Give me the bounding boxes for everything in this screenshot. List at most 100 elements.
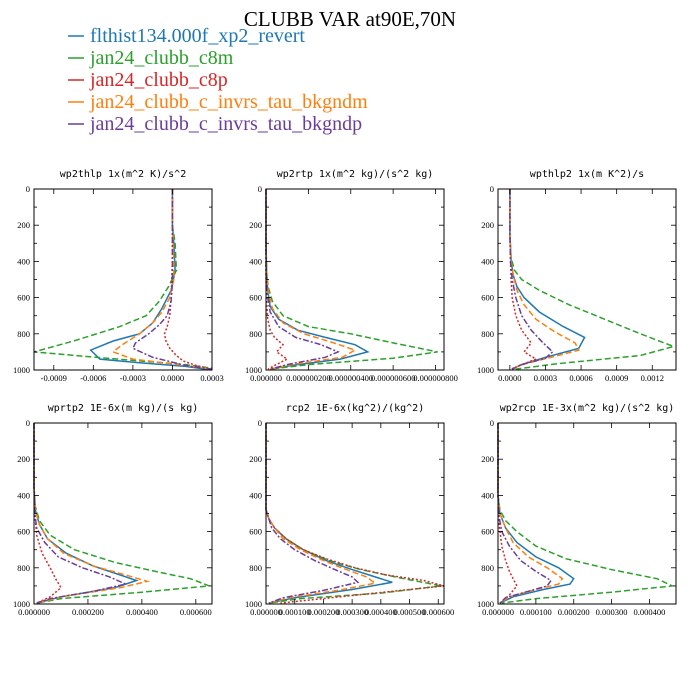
- x-tick-label: 0.000000: [482, 607, 514, 617]
- y-tick-label: 200: [17, 454, 30, 464]
- plot-frame: [33, 422, 213, 605]
- y-tick-label: 0: [490, 418, 494, 428]
- x-tick-label: 0.000000: [250, 607, 282, 617]
- plot-frame: [265, 422, 445, 605]
- x-tick-label: 0.000600: [422, 607, 454, 617]
- chart-panel: wp2rcp 1E-3x(m^2 kg)/(s^2 kg) 0 200 400 600 8…: [477, 403, 677, 617]
- y-tick-label: 600: [249, 527, 262, 537]
- x-tick-label: 0.000300: [596, 607, 628, 617]
- y-tick-label: 1000: [477, 599, 494, 609]
- y-tick-label: 0: [258, 418, 262, 428]
- y-tick-label: 600: [481, 293, 494, 303]
- y-tick-label: 0: [258, 184, 262, 194]
- x-tick-label: 0.000500: [394, 607, 426, 617]
- y-tick-label: 400: [17, 490, 30, 500]
- x-tick-label: 0.0009: [605, 373, 628, 383]
- y-tick-label: 1000: [13, 365, 30, 375]
- legend-entry-label: jan24_clubb_c8p: [89, 69, 228, 91]
- series-line: [265, 189, 370, 370]
- chart-panel: wp2thlp 1x(m^2 K)/s^2 0 200 400 600 800 1000 -0…: [13, 169, 224, 383]
- y-tick-label: 800: [17, 563, 30, 573]
- x-tick-label: 0.000000: [18, 607, 50, 617]
- series-line: [33, 423, 151, 604]
- series-line: [509, 189, 580, 370]
- x-tick-label: 0.000400: [126, 607, 158, 617]
- panel-title: wp2rtp 1x(m^2 kg)/(s^2 kg): [277, 169, 434, 180]
- x-tick-label: 0.000000600: [371, 373, 416, 383]
- x-tick-label: 0.000100: [279, 607, 311, 617]
- series-line: [89, 189, 213, 371]
- y-tick-label: 200: [249, 454, 262, 464]
- x-tick-label: -0.0003: [120, 373, 146, 383]
- x-tick-label: 0.0012: [641, 373, 664, 383]
- chart-panel: wprtp2 1E-6x(m kg)/(s kg) 0 200 400 600 800 10…: [13, 403, 213, 617]
- x-tick-label: 0.0006: [569, 373, 592, 383]
- series-line: [265, 423, 445, 604]
- y-tick-label: 400: [249, 256, 262, 266]
- x-tick-label: 0.000200: [72, 607, 104, 617]
- series-line: [497, 423, 575, 604]
- x-tick-label: 0.000100: [520, 607, 552, 617]
- x-tick-label: 0.000400: [365, 607, 397, 617]
- panel-title: wp2rcp 1E-3x(m^2 kg)/(s^2 kg): [500, 403, 675, 414]
- series-line: [265, 423, 393, 604]
- x-tick-label: 0.000200: [307, 607, 339, 617]
- legend-entry-label: flthist134.000f_xp2_revert: [90, 25, 305, 47]
- y-tick-label: 0: [26, 184, 30, 194]
- series-line: [265, 423, 360, 604]
- panel-title: wpthlp2 1x(m K^2)/s: [530, 169, 644, 180]
- x-tick-label: 0.0003: [534, 373, 557, 383]
- figure-title: CLUBB VAR at90E,70N: [244, 7, 456, 31]
- series-line: [33, 423, 129, 604]
- x-tick-label: 0.000400: [634, 607, 666, 617]
- y-tick-label: 400: [249, 490, 262, 500]
- y-tick-label: 1000: [13, 599, 30, 609]
- series-line: [265, 189, 340, 370]
- x-tick-label: 0.000200: [558, 607, 590, 617]
- legend-entry-label: jan24_clubb_c_invrs_tau_bkgndm: [89, 91, 368, 113]
- series-line: [509, 189, 554, 370]
- panel-title: rcp2 1E-6x(kg^2)/(kg^2): [286, 403, 424, 414]
- y-tick-label: 800: [249, 329, 262, 339]
- series-line: [509, 189, 677, 370]
- y-tick-label: 1000: [245, 599, 262, 609]
- plot-frame: [265, 188, 445, 371]
- x-tick-label: 0.0000: [161, 373, 184, 383]
- plot-frame: [497, 188, 677, 371]
- panel-title: wprtp2 1E-6x(m kg)/(s kg): [48, 403, 199, 414]
- y-tick-label: 0: [26, 418, 30, 428]
- x-tick-label: -0.0009: [41, 373, 67, 383]
- y-tick-label: 1000: [245, 365, 262, 375]
- legend: flthist134.000f_xp2_revertjan24_clubb_c8…: [68, 25, 368, 135]
- series-line: [33, 189, 213, 369]
- x-tick-label: 0.000300: [336, 607, 368, 617]
- y-tick-label: 0: [490, 184, 494, 194]
- y-tick-label: 600: [481, 527, 494, 537]
- y-tick-label: 200: [481, 454, 494, 464]
- series-line: [131, 189, 213, 370]
- series-line: [497, 423, 675, 604]
- y-tick-label: 200: [17, 220, 30, 230]
- y-tick-label: 600: [17, 293, 30, 303]
- y-tick-label: 200: [249, 220, 262, 230]
- y-tick-label: 400: [17, 256, 30, 266]
- y-tick-label: 1000: [477, 365, 494, 375]
- y-tick-label: 400: [481, 490, 494, 500]
- y-tick-label: 800: [17, 329, 30, 339]
- series-line: [497, 423, 553, 604]
- series-line: [111, 189, 213, 370]
- chart-panel: wp2rtp 1x(m^2 kg)/(s^2 kg) 0 200 400 600 800 1…: [245, 169, 458, 383]
- y-tick-label: 600: [17, 527, 30, 537]
- legend-entry-label: jan24_clubb_c8m: [89, 47, 234, 69]
- x-tick-label: 0.0003: [200, 373, 223, 383]
- y-tick-label: 800: [249, 563, 262, 573]
- x-tick-label: 0.000000400: [328, 373, 373, 383]
- y-tick-label: 400: [481, 256, 494, 266]
- y-tick-label: 800: [481, 563, 494, 573]
- x-tick-label: 0.0000: [498, 373, 521, 383]
- x-tick-label: 0.000000: [250, 373, 282, 383]
- series-line: [497, 423, 518, 604]
- y-tick-label: 600: [249, 293, 262, 303]
- series-line: [265, 423, 377, 604]
